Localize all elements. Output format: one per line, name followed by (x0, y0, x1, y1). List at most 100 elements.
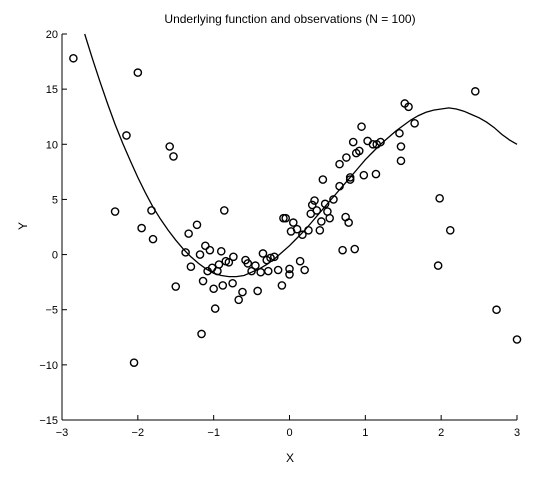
observation-point (376, 137, 385, 147)
observation-point (186, 262, 196, 272)
observation-point (371, 169, 381, 179)
observation-point (277, 281, 287, 290)
function-curve (84, 33, 518, 278)
observation-point (300, 265, 309, 275)
observation-point (344, 218, 353, 227)
observation-point (285, 264, 294, 274)
observation-point (512, 335, 522, 344)
observation-point (219, 206, 229, 215)
observation-point (396, 142, 406, 151)
observation-point (216, 246, 226, 256)
observation-point (165, 142, 174, 151)
chart-title: Underlying function and observations (N … (164, 12, 415, 26)
observation-point (329, 195, 338, 204)
observation-point (359, 170, 369, 180)
observation-point (318, 175, 328, 184)
observation-point (404, 102, 413, 112)
observation-point (210, 304, 220, 313)
observation-point (273, 265, 283, 275)
y-tick-label: 20 (46, 29, 58, 41)
observation-point (129, 358, 139, 367)
observation-point (69, 53, 78, 63)
observation-point (335, 159, 344, 169)
observation-point (181, 248, 190, 257)
observation-point (197, 329, 206, 339)
observation-point (342, 153, 351, 162)
observation-point (266, 253, 275, 263)
observation-point (304, 226, 313, 235)
plot-area (61, 33, 522, 421)
observation-point (363, 136, 372, 146)
observation-point (270, 252, 279, 262)
observation-point (492, 305, 501, 315)
observation-point (224, 257, 234, 267)
observation-point (169, 152, 178, 161)
observation-point (317, 217, 326, 226)
observation-point (368, 139, 378, 149)
observation-point (350, 244, 360, 254)
observation-point (122, 131, 131, 140)
y-tick-label: 15 (46, 84, 58, 96)
observation-point (258, 249, 268, 258)
observation-point (354, 146, 364, 156)
observation-point (133, 68, 143, 77)
observation-point (335, 181, 344, 191)
observation-point (395, 128, 404, 138)
observation-point (198, 276, 208, 286)
x-axis-label: X (286, 451, 294, 465)
observation-point (238, 287, 247, 297)
observation-point (325, 213, 334, 223)
observation-point (171, 282, 181, 291)
observation-point (214, 260, 224, 269)
observation-point (288, 218, 298, 227)
observation-point (435, 194, 444, 203)
x-axis: −3 −2 −1 0 1 2 3 (56, 415, 520, 439)
x-tick-label: −3 (56, 427, 69, 439)
observation-point (338, 245, 347, 255)
observation-point (285, 270, 294, 279)
observation-point (357, 122, 366, 131)
observation-point (110, 207, 120, 216)
observation-point (184, 229, 193, 238)
observation-point (312, 206, 322, 215)
observation-point (192, 220, 202, 230)
observation-point (295, 256, 305, 266)
observation-point (315, 226, 325, 235)
observation-point (201, 241, 210, 251)
observation-point (396, 156, 406, 166)
observation-point (251, 261, 260, 270)
y-tick-label: 5 (52, 194, 58, 206)
observation-point (243, 259, 253, 268)
observation-point (147, 206, 156, 215)
y-axis: −15 −10 −5 0 5 10 15 20 (39, 29, 67, 427)
observation-point (205, 245, 215, 255)
x-tick-label: −2 (132, 427, 145, 439)
observation-point (137, 223, 146, 233)
observation-point (320, 199, 330, 209)
observation-point (298, 230, 307, 240)
x-tick-label: 1 (362, 427, 368, 439)
observation-point (195, 250, 205, 259)
observation-point (209, 284, 218, 294)
y-tick-label: 10 (46, 139, 58, 151)
observation-point (148, 234, 158, 244)
x-tick-label: 3 (514, 427, 520, 439)
observation-point (292, 224, 302, 234)
observation-point (228, 278, 237, 288)
x-tick-label: 2 (438, 427, 444, 439)
observation-point (410, 119, 419, 128)
observation-point (218, 281, 228, 290)
observation-point (234, 295, 243, 305)
observation-point (345, 175, 355, 184)
observation-point (229, 252, 238, 262)
y-tick-label: −10 (39, 360, 58, 372)
observation-point (433, 261, 443, 270)
observation-point (253, 286, 262, 296)
y-tick-label: −15 (39, 415, 58, 427)
observation-point (256, 267, 265, 277)
observation-point (470, 87, 480, 96)
observation-point (307, 200, 317, 210)
x-tick-label: −1 (207, 427, 220, 439)
